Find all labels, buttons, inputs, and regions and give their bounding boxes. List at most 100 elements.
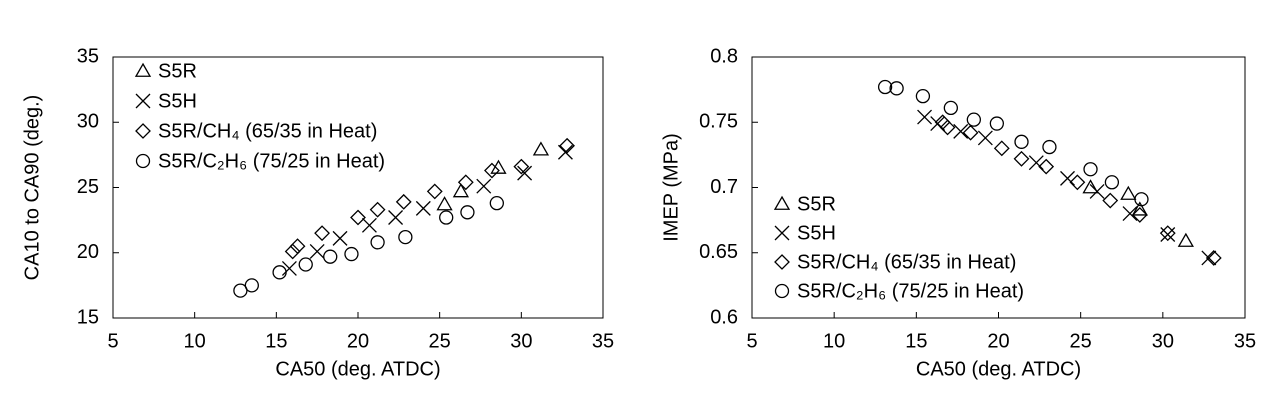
- x-axis-label: CA50 (deg. ATDC): [916, 358, 1081, 380]
- marker: [966, 112, 981, 127]
- marker: [439, 210, 454, 225]
- marker: [1201, 250, 1217, 266]
- marker: [452, 183, 470, 198]
- marker: [370, 235, 385, 250]
- legend-marker: [774, 225, 790, 241]
- marker: [1177, 232, 1194, 247]
- x-tick-label: 25: [1070, 330, 1092, 352]
- x-tick-label: 15: [905, 330, 927, 352]
- y-tick-label: 30: [77, 111, 99, 133]
- marker: [1131, 206, 1148, 223]
- marker: [350, 209, 366, 226]
- marker: [939, 119, 956, 136]
- x-tick-label: 15: [265, 330, 287, 352]
- x-tick-label: 5: [107, 330, 118, 352]
- x-tick-label: 5: [746, 330, 757, 352]
- marker: [557, 144, 573, 160]
- marker: [426, 183, 443, 200]
- marker: [989, 116, 1005, 131]
- marker: [889, 81, 904, 96]
- marker: [289, 238, 306, 255]
- legend-label: S5R: [797, 193, 836, 215]
- marker: [953, 123, 969, 139]
- legend-marker: [135, 93, 151, 109]
- marker: [1159, 225, 1176, 242]
- legend-marker: [773, 195, 791, 210]
- marker: [915, 89, 931, 104]
- y-tick-label: 0.8: [710, 45, 738, 67]
- marker: [460, 205, 475, 220]
- marker: [1069, 174, 1086, 191]
- marker: [943, 100, 958, 116]
- x-tick-label: 35: [1234, 330, 1256, 352]
- marker: [1028, 155, 1044, 171]
- marker: [513, 158, 530, 175]
- x-tick-label: 10: [823, 330, 845, 352]
- marker: [877, 79, 893, 95]
- marker: [457, 174, 474, 191]
- y-tick-label: 0.65: [699, 241, 738, 263]
- x-tick-label: 25: [429, 330, 451, 352]
- marker: [1160, 227, 1176, 242]
- marker: [415, 200, 431, 216]
- legend-label: S5R/C₂H₆ (75/25 in Heat): [797, 280, 1024, 302]
- marker: [298, 257, 313, 272]
- legend-marker: [135, 153, 151, 169]
- marker: [344, 246, 359, 262]
- x-tick-label: 10: [184, 330, 206, 352]
- y-tick-label: 0.75: [699, 111, 738, 133]
- marker: [1038, 158, 1055, 175]
- legend-label: S5H: [158, 90, 197, 112]
- y-tick-label: 0.6: [710, 306, 738, 328]
- marker: [1134, 192, 1149, 207]
- marker: [369, 201, 386, 218]
- marker: [436, 196, 453, 211]
- y-tick-label: 25: [77, 176, 99, 198]
- marker: [1060, 170, 1075, 186]
- x-tick-label: 30: [1152, 330, 1174, 352]
- marker: [1104, 175, 1120, 190]
- y-axis-label: CA10 to CA90 (deg.): [21, 95, 43, 281]
- marker: [314, 225, 330, 242]
- marker: [1089, 183, 1105, 199]
- y-tick-label: 15: [77, 306, 99, 328]
- legend-label: S5R/C₂H₆ (75/25 in Heat): [158, 150, 385, 172]
- marker: [1122, 206, 1138, 222]
- x-tick-label: 35: [592, 330, 614, 352]
- marker: [395, 193, 412, 210]
- marker: [272, 265, 287, 280]
- marker: [284, 243, 301, 260]
- marker: [993, 140, 1010, 157]
- marker: [476, 178, 492, 194]
- marker: [281, 260, 297, 276]
- x-axis-label: CA50 (deg. ATDC): [275, 358, 440, 380]
- marker: [388, 210, 404, 225]
- y-tick-label: 35: [77, 45, 99, 67]
- legend-label: S5R: [158, 60, 197, 82]
- legend-marker: [774, 254, 790, 270]
- y-tick-label: 20: [77, 241, 99, 263]
- marker: [559, 137, 575, 154]
- marker: [332, 230, 348, 246]
- marker: [532, 141, 550, 156]
- marker: [361, 217, 377, 233]
- marker: [398, 229, 413, 245]
- marker: [244, 278, 259, 293]
- marker: [977, 130, 993, 146]
- x-tick-label: 30: [510, 330, 532, 352]
- marker: [1131, 201, 1148, 216]
- marker: [1120, 185, 1137, 200]
- marker: [323, 249, 338, 264]
- marker: [1102, 192, 1119, 209]
- legend-label: S5R/CH₄ (65/35 in Heat): [797, 251, 1016, 273]
- y-tick-label: 0.7: [710, 176, 738, 198]
- legend-marker: [774, 283, 790, 299]
- legend-label: S5R/CH₄ (65/35 in Heat): [158, 120, 377, 142]
- marker: [1083, 162, 1098, 177]
- marker: [1014, 134, 1029, 149]
- marker: [962, 124, 979, 141]
- marker: [1042, 139, 1057, 155]
- marker: [1205, 250, 1222, 266]
- plot-frame: [751, 56, 1246, 319]
